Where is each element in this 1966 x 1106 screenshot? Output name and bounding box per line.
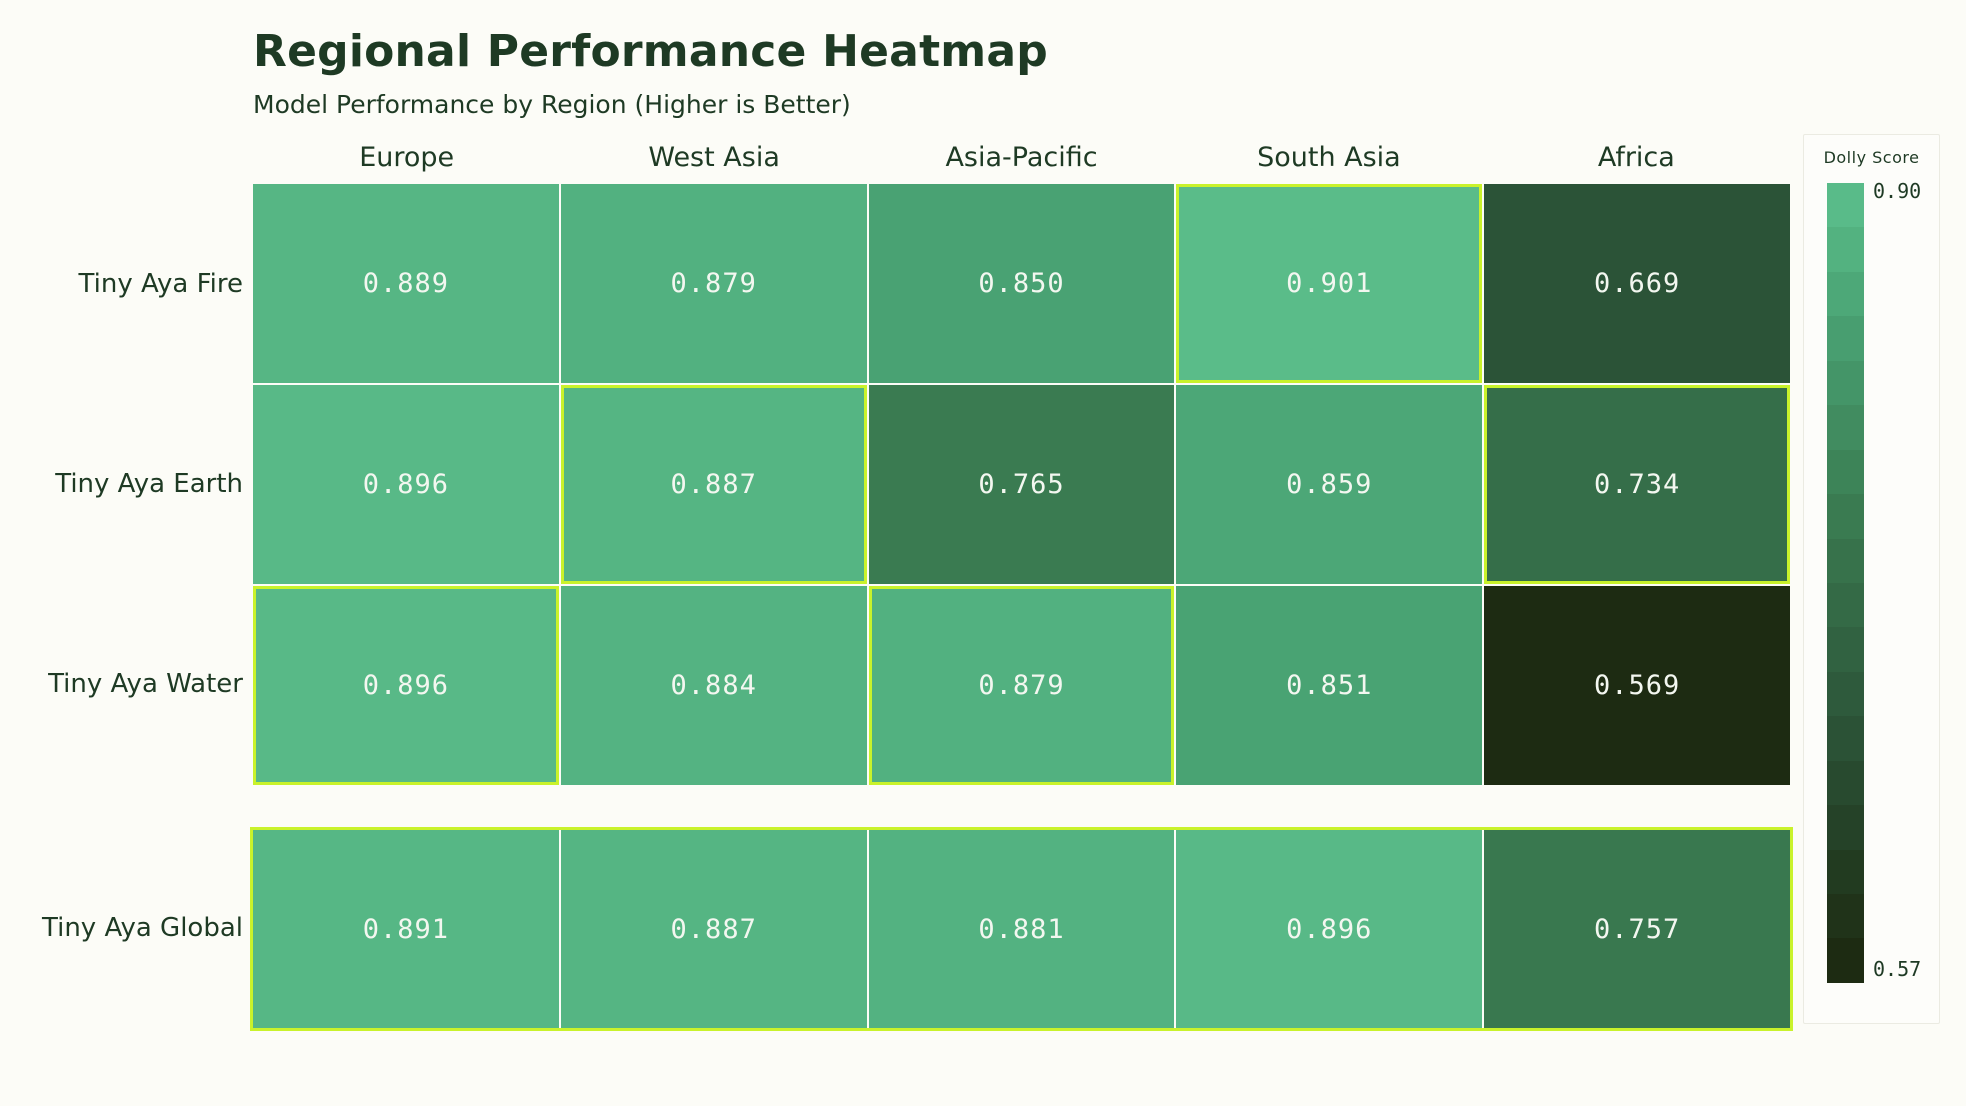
row-label: Tiny Aya Fire bbox=[78, 269, 243, 299]
cell-value: 0.884 bbox=[670, 670, 757, 701]
colorbar-step bbox=[1827, 538, 1864, 583]
colorbar-step bbox=[1827, 671, 1864, 717]
heatmap-cell: 0.896 bbox=[253, 586, 559, 785]
cell-value: 0.889 bbox=[362, 268, 450, 299]
cell-value: 0.757 bbox=[1593, 913, 1681, 945]
colorbar-legend: Dolly Score 0.90 0.57 bbox=[1803, 134, 1940, 1024]
heatmap-cell: 0.896 bbox=[253, 385, 559, 584]
cell-value: 0.891 bbox=[362, 913, 450, 945]
cell-value: 0.881 bbox=[978, 913, 1065, 945]
column-headers: Europe West Asia Asia-Pacific South Asia Afr… bbox=[253, 142, 1790, 176]
cell-value: 0.765 bbox=[978, 469, 1065, 500]
cell-value: 0.879 bbox=[978, 670, 1065, 701]
cell-value: 0.901 bbox=[1286, 268, 1373, 299]
cell-value: 0.887 bbox=[670, 469, 757, 500]
column-header: Europe bbox=[359, 142, 455, 173]
cell-value: 0.569 bbox=[1593, 670, 1681, 701]
colorbar-step bbox=[1827, 938, 1864, 983]
heatmap-cell: 0.896 bbox=[1176, 830, 1483, 1028]
heatmap-cell: 0.851 bbox=[1176, 586, 1483, 785]
heatmap-cell: 0.859 bbox=[1176, 385, 1483, 584]
heatmap-cell: 0.887 bbox=[560, 830, 867, 1028]
colorbar-step bbox=[1827, 582, 1864, 628]
heatmap-cell: 0.569 bbox=[1484, 586, 1790, 785]
column-header: South Asia bbox=[1257, 142, 1401, 173]
cell-value: 0.896 bbox=[1286, 913, 1373, 945]
colorbar-step bbox=[1827, 183, 1864, 228]
cell-value: 0.734 bbox=[1593, 469, 1681, 500]
chart-subtitle: Model Performance by Region (Higher is B… bbox=[253, 90, 851, 119]
colorbar-step bbox=[1827, 849, 1864, 894]
heatmap-cell: 0.879 bbox=[560, 184, 867, 383]
row-label: Tiny Aya Water bbox=[48, 669, 243, 699]
cell-value: 0.859 bbox=[1286, 469, 1373, 500]
cell-value: 0.887 bbox=[670, 913, 757, 945]
cell-value: 0.851 bbox=[1286, 670, 1373, 701]
heatmap-cell: 0.757 bbox=[1484, 830, 1790, 1028]
heatmap-cell: 0.765 bbox=[868, 385, 1175, 584]
colorbar-step bbox=[1827, 405, 1864, 450]
colorbar-step bbox=[1827, 760, 1864, 806]
heatmap-cell: 0.891 bbox=[253, 830, 559, 1028]
column-header: Africa bbox=[1597, 142, 1675, 173]
column-header: West Asia bbox=[648, 142, 780, 173]
heatmap-cell: 0.889 bbox=[253, 184, 559, 383]
chart-title: Regional Performance Heatmap bbox=[253, 26, 1048, 77]
global-row-grid: 0.891 0.887 0.881 0.896 0.757 bbox=[253, 830, 1790, 1028]
heatmap-cell: 0.669 bbox=[1484, 184, 1790, 383]
colorbar-step bbox=[1827, 627, 1864, 672]
cell-value: 0.879 bbox=[670, 268, 757, 299]
colorbar-title: Dolly Score bbox=[1823, 148, 1920, 167]
column-header: Asia-Pacific bbox=[945, 142, 1098, 173]
global-row-highlight-outline: 0.891 0.887 0.881 0.896 0.757 bbox=[250, 827, 1793, 1031]
heatmap-grid: 0.889 0.879 0.850 0.901 0.669 0.896 0.887 0.765… bbox=[253, 184, 1790, 785]
row-label: Tiny Aya Global bbox=[42, 913, 243, 943]
heatmap-cell: 0.850 bbox=[868, 184, 1175, 383]
heatmap-cell: 0.884 bbox=[560, 586, 867, 785]
colorbar-step bbox=[1827, 360, 1864, 406]
colorbar-step bbox=[1827, 316, 1864, 361]
heatmap-cell: 0.901 bbox=[1176, 184, 1483, 383]
colorbar-step bbox=[1827, 449, 1864, 495]
heatmap-cell: 0.879 bbox=[868, 586, 1175, 785]
colorbar-step bbox=[1827, 894, 1864, 939]
cell-value: 0.896 bbox=[362, 469, 450, 500]
colorbar-min-label: 0.57 bbox=[1873, 957, 1922, 981]
colorbar-step bbox=[1827, 716, 1864, 761]
row-label: Tiny Aya Earth bbox=[55, 469, 243, 499]
cell-value: 0.896 bbox=[362, 670, 450, 701]
colorbar-step bbox=[1827, 805, 1864, 850]
heatmap-cell: 0.734 bbox=[1484, 385, 1790, 584]
colorbar-step bbox=[1827, 271, 1864, 317]
colorbar-step bbox=[1827, 227, 1864, 272]
colorbar-step bbox=[1827, 494, 1864, 539]
heatmap-cell: 0.881 bbox=[868, 830, 1175, 1028]
heatmap-cell: 0.887 bbox=[560, 385, 867, 584]
cell-value: 0.669 bbox=[1593, 268, 1681, 299]
colorbar-gradient bbox=[1827, 183, 1864, 983]
colorbar-max-label: 0.90 bbox=[1873, 179, 1922, 203]
cell-value: 0.850 bbox=[978, 268, 1065, 299]
